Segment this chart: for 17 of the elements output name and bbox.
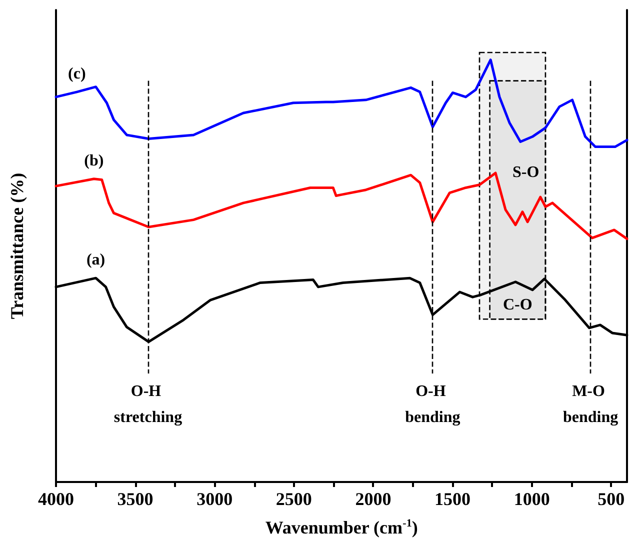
series-label: (b) xyxy=(84,152,104,170)
y-axis-title: Transmittance (%) xyxy=(7,172,27,320)
ref-line-label: O-H stretching xyxy=(114,382,182,426)
x-tick-label: 500 xyxy=(598,489,625,509)
x-tick-label: 2000 xyxy=(355,489,392,509)
x-tick-label: 4000 xyxy=(38,489,74,509)
x-tick-label: 2500 xyxy=(276,489,312,509)
ref-line-label: O-H bending xyxy=(405,382,460,426)
series-label: (c) xyxy=(68,65,86,82)
band-label: C-O xyxy=(502,296,532,314)
x-tick-label: 3000 xyxy=(196,489,233,509)
band-label: S-O xyxy=(512,164,540,181)
ref-line-label: M-O bending xyxy=(562,382,618,426)
series-label: (a) xyxy=(86,252,106,269)
x-tick-label: 1500 xyxy=(434,489,471,509)
x-tick-label: 1000 xyxy=(514,489,550,509)
x-tick-label: 3500 xyxy=(117,489,154,509)
